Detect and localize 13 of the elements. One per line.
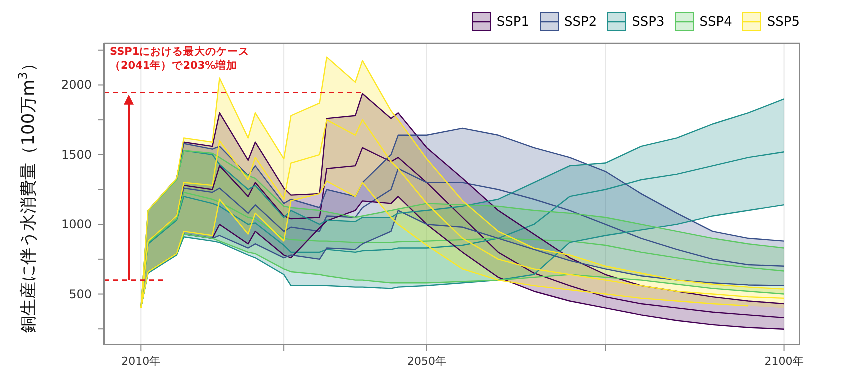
legend-label: SSP3 <box>632 14 665 30</box>
y-tick-label: 2000 <box>61 78 92 92</box>
legend-label: SSP2 <box>564 14 598 30</box>
legend-label: SSP4 <box>700 14 732 30</box>
x-tick-label: 2050年 <box>407 355 446 368</box>
legend-label: SSP5 <box>767 14 800 30</box>
legend-label: SSP1 <box>496 14 530 30</box>
annotation: SSP1における最大のケース（2041年）で203%増加 <box>110 45 251 73</box>
y-tick-label: 500 <box>69 287 92 302</box>
y-tick-label: 1000 <box>61 218 92 232</box>
x-tick-label: 2010年 <box>122 355 161 368</box>
x-tick-label: 2100年 <box>764 355 804 368</box>
y-tick-label: 1500 <box>61 148 92 162</box>
